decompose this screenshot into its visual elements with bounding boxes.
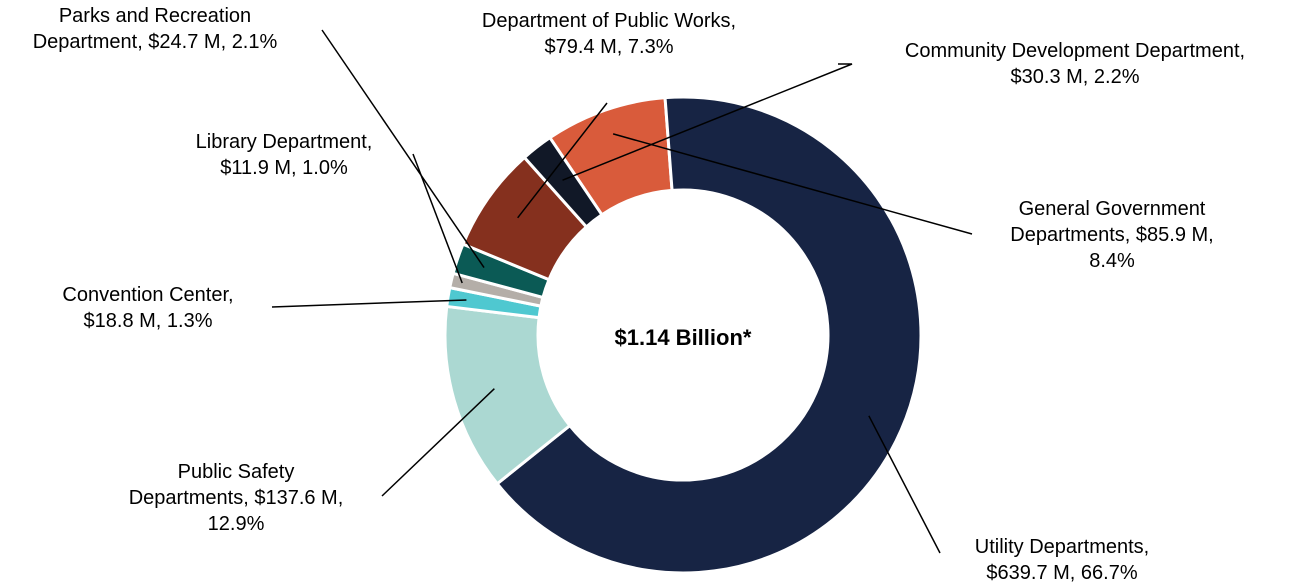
label-line: Utility Departments, — [975, 536, 1150, 558]
label-line: Department of Public Works, — [482, 10, 736, 32]
leader-lines — [271, 29, 973, 554]
label-library: Library Department, $11.9 M, 1.0% — [196, 131, 373, 179]
label-line: 8.4% — [1089, 250, 1135, 272]
label-community-development: Community Development Department, $30.3 M… — [905, 40, 1245, 88]
label-public-works: Department of Public Works, $79.4 M, 7.3% — [482, 10, 736, 58]
label-line: 12.9% — [208, 513, 265, 535]
label-line: $639.7 M, 66.7% — [986, 562, 1137, 584]
label-line: Departments, $85.9 M, — [1010, 224, 1213, 246]
leader-line-public-safety — [381, 388, 495, 497]
leader-line-general-government — [612, 133, 973, 235]
label-line: Community Development Department, — [905, 40, 1245, 62]
leader-line-utility — [868, 415, 941, 554]
label-line: Public Safety — [178, 461, 295, 483]
label-general-government: General Government Departments, $85.9 M, 8… — [1010, 198, 1213, 272]
slice-utility — [495, 95, 923, 575]
label-line: Departments, $137.6 M, — [129, 487, 344, 509]
leader-line-public-works — [517, 102, 608, 219]
label-line: Convention Center, — [62, 284, 233, 306]
label-line: $18.8 M, 1.3% — [84, 310, 213, 332]
leader-line-community-development — [562, 63, 853, 181]
label-convention-center: Convention Center, $18.8 M, 1.3% — [62, 284, 233, 332]
label-line: General Government — [1019, 198, 1206, 220]
label-line: Library Department, — [196, 131, 373, 153]
label-line: Department, $24.7 M, 2.1% — [33, 31, 278, 53]
label-parks-recreation: Parks and Recreation Department, $24.7 M,… — [33, 5, 278, 53]
center-total-label: $1.14 Billion* — [615, 325, 752, 350]
label-line: $30.3 M, 2.2% — [1011, 66, 1140, 88]
leader-line-convention-center — [271, 299, 467, 308]
slice-community-development — [522, 136, 604, 229]
leader-line-parks-recreation — [321, 29, 485, 268]
label-line: $11.9 M, 1.0% — [220, 157, 348, 179]
slice-labels: General Government Departments, $85.9 M, 8… — [33, 5, 1245, 584]
label-utility: Utility Departments, $639.7 M, 66.7% — [975, 536, 1150, 584]
label-public-safety: Public Safety Departments, $137.6 M, 12.9% — [129, 461, 344, 535]
label-line: Parks and Recreation — [59, 5, 251, 27]
label-line: $79.4 M, 7.3% — [545, 36, 674, 58]
